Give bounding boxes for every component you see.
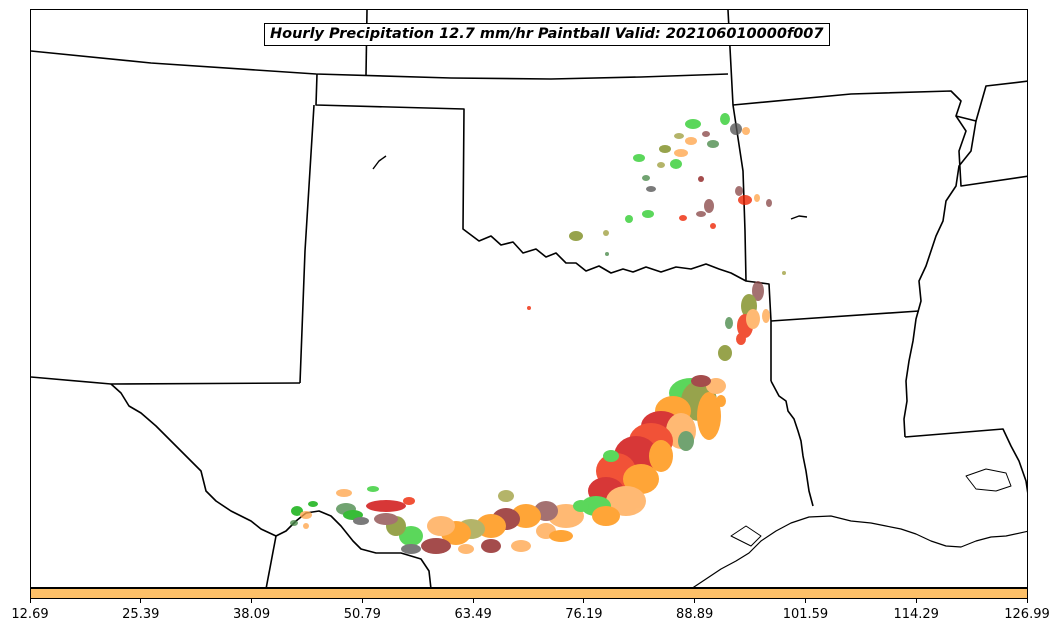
colorbar-tick-label: 38.09 [232, 607, 271, 622]
map-panel: Hourly Precipitation 12.7 mm/hr Paintbal… [30, 9, 1028, 588]
colorbar-tick-mark [29, 599, 31, 603]
colorbar-tick-mark [251, 599, 253, 603]
colorbar-tick-label: 88.89 [676, 607, 714, 622]
colorbar-tick-mark [583, 599, 585, 603]
colorbar-tick-label: 114.29 [893, 607, 939, 622]
map-canvas [31, 10, 1027, 587]
colorbar-tick-mark [472, 599, 474, 603]
precipitation-paintballs [290, 113, 786, 554]
colorbar-tick-mark [1026, 599, 1028, 603]
colorbar [30, 588, 1028, 599]
colorbar-tick-mark [140, 599, 142, 603]
colorbar-tick-label: 25.39 [122, 607, 160, 622]
colorbar-tick-label: 101.59 [782, 607, 829, 622]
state-borders [31, 10, 1027, 587]
colorbar-tick-label: 63.49 [454, 607, 492, 622]
colorbar-tick-mark [804, 599, 806, 603]
colorbar-tick-mark [361, 599, 363, 603]
colorbar-tick-label: 76.19 [565, 607, 603, 622]
colorbar-tick-mark [915, 599, 917, 603]
colorbar-tick-mark [694, 599, 696, 603]
colorbar-tick-label: 126.99 [1004, 607, 1050, 622]
colorbar-tick-label: 12.69 [11, 607, 49, 622]
map-title: Hourly Precipitation 12.7 mm/hr Paintbal… [264, 23, 830, 46]
colorbar-tick-label: 50.79 [343, 607, 381, 622]
